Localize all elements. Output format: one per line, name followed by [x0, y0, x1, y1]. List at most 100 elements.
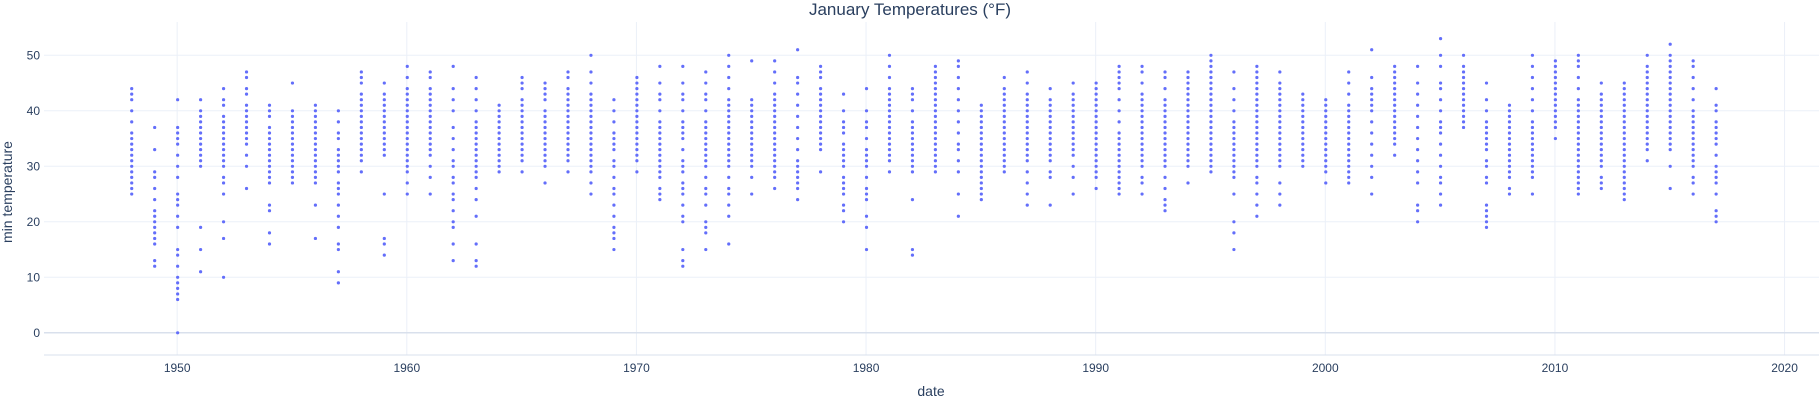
- data-point[interactable]: [1071, 192, 1075, 196]
- data-point[interactable]: [1507, 186, 1512, 191]
- data-point[interactable]: [1117, 175, 1121, 179]
- data-point[interactable]: [1668, 53, 1672, 57]
- data-point[interactable]: [336, 281, 340, 285]
- data-point[interactable]: [474, 142, 478, 146]
- data-point[interactable]: [267, 164, 272, 168]
- data-point[interactable]: [405, 120, 409, 124]
- data-point[interactable]: [1507, 125, 1512, 130]
- data-point[interactable]: [818, 125, 823, 130]
- data-point[interactable]: [176, 153, 180, 157]
- data-point[interactable]: [841, 192, 846, 196]
- data-point[interactable]: [290, 120, 295, 124]
- data-point[interactable]: [887, 53, 892, 57]
- data-point[interactable]: [1301, 142, 1305, 146]
- data-point[interactable]: [267, 136, 272, 141]
- data-point[interactable]: [313, 159, 318, 163]
- data-point[interactable]: [1117, 136, 1121, 141]
- data-point[interactable]: [1255, 120, 1259, 124]
- data-point[interactable]: [1576, 181, 1580, 185]
- data-point[interactable]: [589, 53, 593, 57]
- data-point[interactable]: [1048, 131, 1052, 135]
- data-point[interactable]: [244, 103, 249, 107]
- data-point[interactable]: [1117, 192, 1121, 196]
- data-point[interactable]: [451, 148, 455, 152]
- data-point[interactable]: [1324, 120, 1328, 124]
- data-point[interactable]: [681, 148, 685, 152]
- data-point[interactable]: [1668, 186, 1672, 191]
- data-point[interactable]: [130, 109, 134, 113]
- data-point[interactable]: [428, 70, 432, 74]
- data-point[interactable]: [612, 203, 616, 207]
- data-point[interactable]: [1255, 109, 1259, 113]
- data-point[interactable]: [428, 125, 432, 130]
- data-point[interactable]: [176, 175, 180, 179]
- data-point[interactable]: [1370, 103, 1374, 107]
- data-point[interactable]: [1645, 53, 1649, 57]
- data-point[interactable]: [1599, 81, 1603, 85]
- data-point[interactable]: [818, 70, 823, 74]
- data-point[interactable]: [933, 148, 938, 152]
- data-point[interactable]: [589, 170, 593, 174]
- data-point[interactable]: [612, 236, 616, 241]
- data-point[interactable]: [153, 209, 157, 213]
- data-point[interactable]: [1163, 114, 1167, 118]
- data-point[interactable]: [1599, 175, 1603, 179]
- data-point[interactable]: [244, 153, 249, 157]
- data-point[interactable]: [1117, 142, 1121, 146]
- data-point[interactable]: [1599, 148, 1603, 152]
- data-point[interactable]: [176, 253, 180, 257]
- data-point[interactable]: [589, 92, 593, 96]
- data-point[interactable]: [543, 92, 547, 96]
- data-point[interactable]: [1186, 70, 1190, 74]
- data-point[interactable]: [1370, 131, 1374, 135]
- data-point[interactable]: [727, 125, 731, 130]
- data-point[interactable]: [1002, 92, 1006, 96]
- data-point[interactable]: [589, 181, 593, 185]
- data-point[interactable]: [474, 131, 478, 135]
- data-point[interactable]: [1484, 109, 1489, 113]
- data-point[interactable]: [1324, 181, 1328, 185]
- data-point[interactable]: [1278, 125, 1282, 130]
- data-point[interactable]: [520, 114, 524, 118]
- data-point[interactable]: [796, 103, 800, 107]
- data-point[interactable]: [887, 75, 892, 80]
- data-point[interactable]: [1416, 103, 1420, 107]
- data-point[interactable]: [1209, 92, 1213, 96]
- data-point[interactable]: [1255, 81, 1259, 85]
- data-point[interactable]: [474, 242, 478, 246]
- data-point[interactable]: [1163, 109, 1167, 113]
- data-point[interactable]: [153, 220, 157, 224]
- data-point[interactable]: [336, 148, 340, 152]
- data-point[interactable]: [658, 120, 662, 124]
- data-point[interactable]: [1002, 142, 1006, 146]
- data-point[interactable]: [979, 175, 983, 179]
- data-point[interactable]: [1025, 81, 1029, 85]
- data-point[interactable]: [1025, 103, 1029, 107]
- data-point[interactable]: [796, 114, 800, 118]
- data-point[interactable]: [130, 136, 134, 141]
- data-point[interactable]: [336, 170, 340, 174]
- data-point[interactable]: [428, 164, 432, 168]
- data-point[interactable]: [176, 275, 180, 279]
- data-point[interactable]: [405, 159, 409, 163]
- data-point[interactable]: [1324, 170, 1328, 174]
- data-point[interactable]: [1117, 75, 1121, 80]
- data-point[interactable]: [1025, 159, 1029, 163]
- data-point[interactable]: [244, 109, 249, 113]
- data-point[interactable]: [176, 331, 180, 335]
- data-point[interactable]: [864, 120, 869, 124]
- data-point[interactable]: [727, 131, 731, 135]
- data-point[interactable]: [1002, 109, 1006, 113]
- data-point[interactable]: [1668, 131, 1672, 135]
- data-point[interactable]: [818, 170, 823, 174]
- data-point[interactable]: [796, 186, 800, 191]
- data-point[interactable]: [267, 209, 272, 213]
- data-point[interactable]: [1048, 203, 1052, 207]
- data-point[interactable]: [887, 64, 892, 68]
- data-point[interactable]: [543, 98, 547, 102]
- data-point[interactable]: [566, 153, 570, 157]
- data-point[interactable]: [1301, 98, 1305, 102]
- data-point[interactable]: [1691, 142, 1695, 146]
- data-point[interactable]: [773, 125, 777, 130]
- data-point[interactable]: [658, 164, 662, 168]
